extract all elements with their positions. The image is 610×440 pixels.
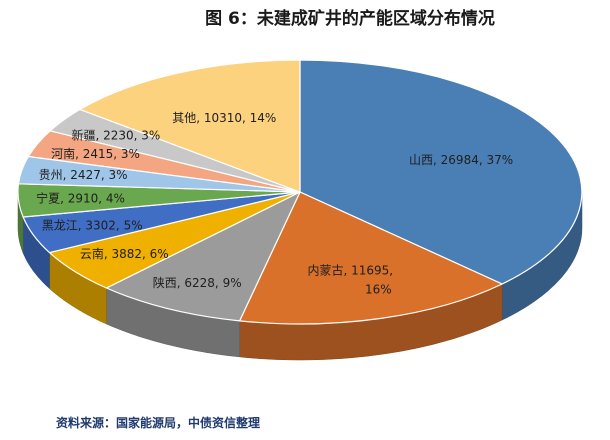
slice-label-其他: 其他, 10310, 14% (172, 111, 276, 125)
source-note: 资料来源：国家能源局，中债资信整理 (56, 416, 261, 430)
pie-slice-内蒙古 (239, 191, 503, 325)
slice-label-河南: 河南, 2415, 3% (51, 146, 140, 161)
slice-label-黑龙江: 黑龙江, 3302, 5% (42, 219, 143, 233)
slice-label-贵州: 贵州, 2427, 3% (39, 168, 128, 182)
pie-tops (17, 59, 583, 325)
slice-label-宁夏: 宁夏, 2910, 4% (36, 191, 125, 206)
pie-slice-陕西 (105, 191, 301, 322)
slice-label-新疆: 新疆, 2230, 3% (71, 128, 160, 143)
pie-slice-其他 (79, 59, 301, 193)
slice-label-内蒙古-line2: 16% (365, 282, 392, 296)
chart-title: 图 6：未建成矿井的产能区域分布情况 (205, 9, 495, 29)
slice-label-内蒙古: 内蒙古, 11695, (307, 262, 393, 277)
slice-label-陕西: 陕西, 6228, 9% (153, 275, 242, 290)
slice-label-山西: 山西, 26984, 37% (409, 153, 513, 167)
slice-label-云南: 云南, 3882, 6% (80, 246, 169, 261)
pie-slice-山西 (299, 59, 583, 285)
slice-labels: 山西, 26984, 37% 内蒙古, 11695, 16% 陕西, 6228, 9%… (36, 111, 513, 296)
